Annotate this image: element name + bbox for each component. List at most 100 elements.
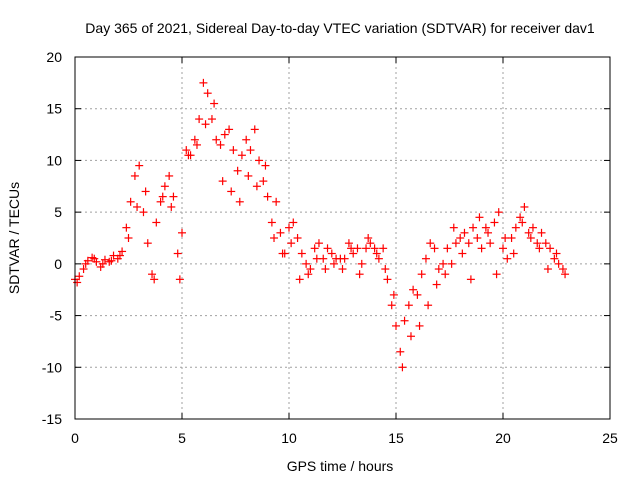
data-point	[135, 161, 144, 170]
data-point	[306, 265, 315, 274]
data-point	[349, 249, 358, 258]
data-point	[524, 228, 533, 237]
data-point	[259, 177, 268, 186]
data-point	[227, 187, 236, 196]
data-point	[383, 275, 392, 284]
data-point	[210, 99, 219, 108]
data-point	[537, 228, 546, 237]
data-point	[130, 171, 139, 180]
data-point	[404, 301, 413, 310]
data-point	[263, 192, 272, 201]
data-point	[434, 265, 443, 274]
data-point	[347, 244, 356, 253]
y-tick-label: 5	[54, 204, 62, 220]
data-point	[374, 254, 383, 263]
data-point	[415, 321, 424, 330]
data-point	[503, 254, 512, 263]
x-tick-label: 20	[495, 430, 511, 446]
data-point	[494, 208, 503, 217]
data-point	[156, 197, 165, 206]
data-point	[79, 265, 88, 274]
data-point	[150, 275, 159, 284]
data-point	[158, 192, 167, 201]
data-point	[220, 130, 229, 139]
data-point	[520, 202, 529, 211]
data-point	[314, 239, 323, 248]
data-point	[469, 223, 478, 232]
data-point	[148, 270, 157, 279]
plot-frame	[74, 56, 611, 420]
data-point	[98, 259, 107, 268]
data-point	[430, 244, 439, 253]
data-point	[203, 89, 212, 98]
data-point	[244, 171, 253, 180]
data-point	[456, 234, 465, 242]
data-point	[329, 259, 338, 268]
data-point	[490, 218, 499, 227]
data-point	[169, 192, 178, 201]
data-point	[207, 115, 216, 124]
data-point	[550, 254, 559, 263]
data-point	[100, 255, 109, 264]
data-point	[473, 234, 482, 242]
data-point	[287, 239, 296, 248]
data-point	[246, 146, 255, 155]
x-tick-label: 10	[281, 430, 297, 446]
data-point	[124, 234, 133, 242]
chart-title: Day 365 of 2021, Sidereal Day-to-day VTE…	[85, 20, 595, 36]
data-point	[516, 213, 525, 222]
x-tick-label: 5	[178, 430, 186, 446]
data-point	[426, 239, 435, 248]
data-point	[293, 234, 302, 242]
y-tick-label: 15	[46, 101, 62, 117]
data-point	[528, 223, 537, 232]
data-point	[484, 228, 493, 237]
data-point	[201, 120, 210, 129]
data-point	[139, 208, 148, 217]
data-point	[118, 247, 127, 256]
data-point	[357, 259, 366, 268]
y-tick-label: 10	[46, 152, 62, 168]
data-point	[242, 135, 251, 144]
y-tick-label: 20	[46, 49, 62, 65]
data-point	[285, 223, 293, 232]
data-point	[165, 171, 174, 180]
data-point	[327, 249, 336, 258]
data-point	[323, 244, 332, 253]
data-point	[192, 140, 201, 149]
data-point	[518, 218, 527, 227]
data-point	[486, 239, 495, 248]
data-point	[400, 316, 409, 325]
data-point	[261, 161, 270, 170]
data-point	[546, 244, 555, 253]
data-point	[511, 223, 520, 232]
data-point	[466, 275, 475, 284]
data-point	[235, 197, 244, 206]
data-point	[533, 239, 542, 248]
data-point	[272, 197, 281, 206]
data-point	[178, 228, 186, 237]
data-point	[175, 275, 184, 284]
data-point	[460, 228, 469, 237]
data-point	[270, 234, 279, 242]
data-point	[441, 270, 450, 279]
y-axis-title: SDTVAR / TECUs	[6, 182, 22, 294]
data-point	[252, 182, 261, 191]
data-point	[302, 259, 311, 268]
data-point	[362, 244, 371, 253]
data-point	[167, 202, 176, 211]
data-point	[344, 239, 353, 248]
data-point	[432, 280, 441, 289]
data-point	[481, 223, 490, 232]
data-point	[75, 272, 84, 281]
data-point	[255, 156, 264, 165]
data-point	[443, 244, 452, 253]
data-point	[396, 347, 405, 356]
data-point	[212, 135, 221, 144]
data-point	[297, 249, 306, 258]
data-point	[312, 254, 321, 263]
axis-ticks	[74, 56, 611, 420]
data-point	[229, 146, 238, 155]
